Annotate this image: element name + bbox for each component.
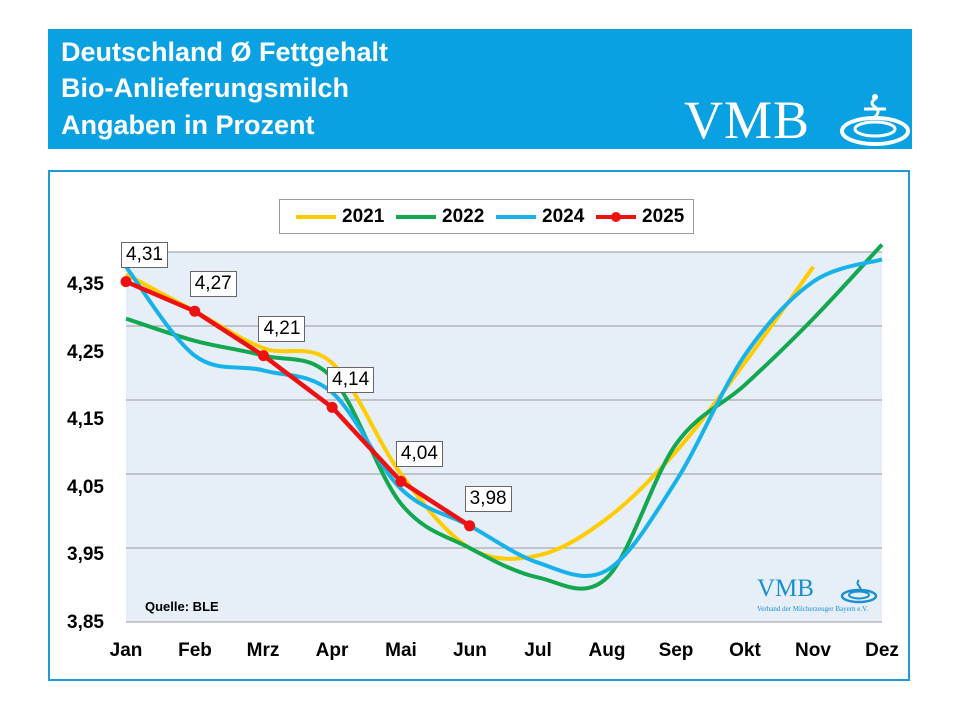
legend: 2021 2022 2024 2025 (279, 199, 694, 234)
chart-title: Deutschland Ø Fettgehalt (61, 37, 389, 67)
data-label: 4,04 (395, 441, 443, 468)
data-point-2025 (326, 401, 338, 413)
legend-marker-2025 (611, 211, 621, 222)
vmb-logo-text: VMB (684, 90, 811, 150)
data-label: 4,31 (121, 241, 168, 268)
x-tick-label: Jun (453, 640, 487, 661)
x-tick-label: Jul (524, 640, 552, 661)
y-tick-label: 4,25 (67, 342, 104, 363)
x-tick-label: Apr (315, 640, 349, 661)
legend-item-2021: 2021 (296, 200, 384, 233)
legend-swatch-2022 (396, 214, 436, 219)
watermark-logo-text: VMB (757, 575, 814, 602)
marker-layer (120, 276, 476, 532)
legend-item-2022: 2022 (396, 200, 484, 233)
data-label: 4,14 (327, 367, 375, 394)
series-line-2025 (125, 279, 471, 528)
data-point-2025 (395, 475, 407, 487)
watermark-logo-icon (840, 579, 878, 604)
x-tick-label: Sep (658, 640, 694, 661)
y-tick-label: 3,85 (67, 612, 104, 633)
x-tick-label: Nov (795, 640, 831, 661)
vmb-logo-icon (840, 94, 910, 146)
series-line-2024 (124, 257, 883, 578)
title-banner: Deutschland Ø Fettgehalt Bio-Anlieferung… (48, 29, 912, 149)
legend-swatch-2021 (296, 214, 336, 219)
legend-label-2024: 2024 (542, 205, 585, 227)
source-note: Quelle: BLE (145, 599, 219, 614)
watermark-tagline: Verband der Milcherzeuger Bayern e.V. (757, 605, 869, 613)
legend-label-2025: 2025 (642, 205, 685, 227)
legend-item-2024: 2024 (496, 200, 584, 233)
legend-swatch-2025 (596, 211, 636, 222)
vmb-watermark: VMB Verband der Milcherzeuger Bayern e.V… (757, 575, 882, 616)
y-tick-label: 4,35 (67, 274, 104, 295)
y-tick-label: 4,05 (67, 477, 104, 498)
series-layer (124, 243, 884, 591)
x-tick-label: Dez (865, 640, 899, 661)
data-point-2025 (464, 520, 476, 532)
x-tick-label: Mai (385, 640, 417, 661)
legend-label-2022: 2022 (442, 205, 485, 227)
legend-label-2021: 2021 (342, 205, 385, 227)
x-tick-label: Jan (109, 640, 143, 661)
x-tick-label: Feb (178, 640, 212, 661)
data-point-2025 (120, 276, 132, 288)
chart-subtitle: Bio-Anlieferungsmilch (61, 73, 350, 103)
data-label: 4,27 (189, 271, 237, 298)
data-label: 3,98 (464, 485, 512, 512)
x-tick-label: Okt (729, 640, 761, 661)
data-point-2025 (189, 305, 201, 317)
x-tick-label: Mrz (246, 640, 280, 661)
chart-unit-note: Angaben in Prozent (61, 110, 315, 140)
x-tick-label: Aug (588, 640, 626, 661)
data-point-2025 (257, 350, 269, 362)
legend-swatch-2024 (496, 214, 536, 219)
y-tick-label: 3,95 (67, 544, 104, 565)
data-label: 4,21 (258, 315, 306, 342)
legend-item-2025: 2025 (596, 200, 684, 233)
y-tick-label: 4,15 (67, 409, 104, 430)
